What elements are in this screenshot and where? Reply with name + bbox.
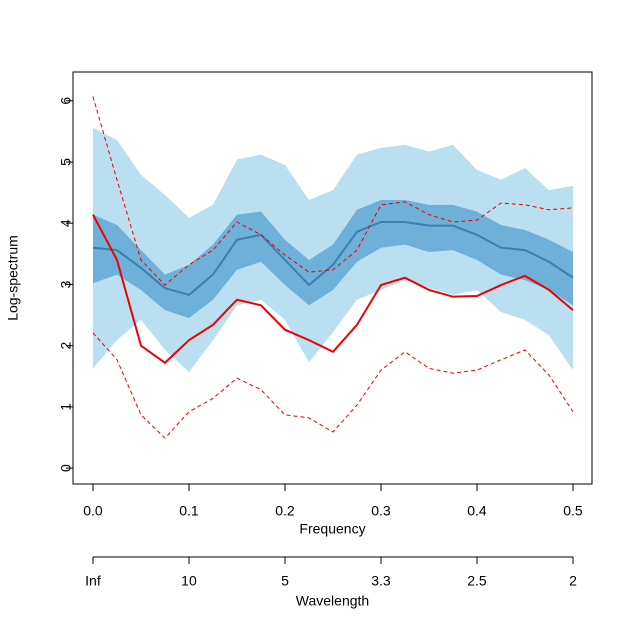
x-tick-label: 0.4 (467, 503, 487, 519)
x2-tick-label: 10 (181, 573, 197, 589)
x2-tick-label: 2.5 (467, 573, 487, 589)
x2-tick-label: 2 (569, 573, 577, 589)
y-tick-label: 1 (58, 403, 74, 411)
series-line (92, 332, 574, 439)
y-tick-label: 0 (58, 464, 74, 472)
x-tick-label: 0.3 (371, 503, 391, 519)
band (92, 199, 573, 319)
y-tick-label: 5 (58, 158, 74, 166)
x-axis-title: Frequency (299, 521, 365, 537)
x-tick-label: 0.0 (83, 503, 103, 519)
x2-axis-title: Wavelength (296, 593, 369, 609)
y-tick-label: 6 (58, 97, 74, 105)
x2-tick-label: 5 (281, 573, 289, 589)
x-tick-label: 0.5 (563, 503, 583, 519)
y-tick-label: 2 (58, 342, 74, 350)
series-line (92, 214, 574, 365)
x-tick-label: 0.2 (275, 503, 295, 519)
series-line (92, 96, 574, 286)
x2-tick-label: 3.3 (371, 573, 391, 589)
x-tick-label: 0.1 (179, 503, 199, 519)
y-tick-label: 4 (58, 219, 74, 227)
x2-tick-label: Inf (85, 573, 101, 589)
y-tick-label: 3 (58, 280, 74, 288)
y-axis-title: Log-spectrum (5, 235, 21, 321)
series-line (92, 220, 574, 296)
